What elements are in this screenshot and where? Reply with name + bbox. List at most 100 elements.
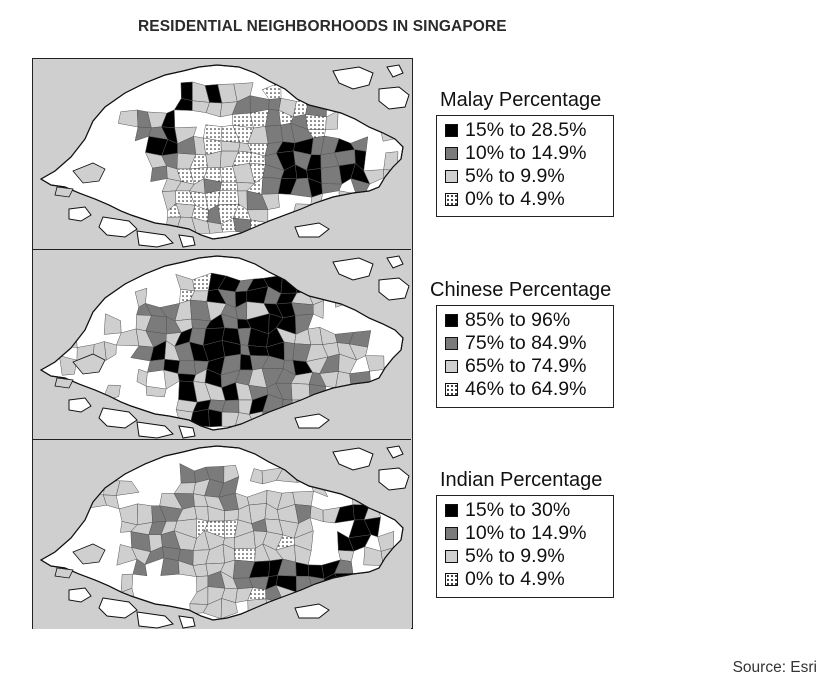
water-inlet	[54, 567, 74, 579]
legend-item: 10% to 14.9%	[445, 522, 605, 545]
neighborhood-tract	[320, 165, 343, 185]
chinese-legend-box: 85% to 96% 75% to 84.9% 65% to 74.9% 46%…	[436, 305, 614, 408]
neighborhood-tract	[383, 151, 399, 171]
legend-item: 46% to 64.9%	[445, 378, 605, 401]
dark-gray-swatch-icon	[445, 147, 458, 160]
malay-legend: Malay Percentage	[440, 89, 601, 112]
neighborhood-tract	[233, 547, 256, 562]
neighborhood-tract	[320, 584, 343, 603]
neighborhood-tract	[224, 509, 239, 522]
water-inlet	[54, 377, 74, 389]
islet	[68, 206, 92, 222]
neighborhood-tract	[115, 480, 140, 496]
neighborhood-tract	[305, 114, 327, 130]
islet	[68, 587, 92, 603]
neighborhood-tract	[219, 181, 239, 192]
page-title: RESIDENTIAL NEIGHBORHOODS IN SINGAPORE	[138, 18, 507, 35]
islet	[178, 615, 196, 629]
islet	[68, 397, 92, 413]
neighborhood-tract	[312, 300, 324, 319]
neighborhood-tract	[136, 503, 153, 526]
islet	[378, 467, 410, 491]
neighborhood-tract	[362, 301, 382, 319]
islet	[136, 230, 174, 248]
islet	[294, 603, 330, 619]
black-swatch-icon	[445, 124, 458, 137]
legend-item: 15% to 28.5%	[445, 119, 605, 142]
neighborhood-tract	[261, 177, 282, 195]
neighborhood-tract	[247, 345, 270, 357]
neighborhood-tract	[334, 291, 357, 308]
dotted-swatch-icon	[445, 573, 458, 586]
legend-item: 85% to 96%	[445, 309, 605, 332]
indian-map	[33, 439, 411, 629]
water-inlet	[72, 353, 106, 375]
neighborhood-tract	[180, 81, 193, 102]
neighborhood-tract	[308, 383, 327, 401]
neighborhood-tract	[325, 110, 339, 130]
neighborhood-tract	[265, 124, 284, 144]
black-swatch-icon	[445, 504, 458, 517]
islet	[178, 234, 196, 248]
neighborhood-tract	[280, 412, 297, 428]
neighborhood-tract	[220, 140, 241, 152]
malay-map	[33, 59, 411, 248]
water-inlet	[54, 186, 74, 198]
light-gray-swatch-icon	[445, 550, 458, 563]
neighborhood-tract	[280, 274, 298, 294]
neighborhood-tract	[220, 598, 238, 620]
neighborhood-tract	[261, 193, 280, 210]
chinese-legend-title: Chinese Percentage	[430, 279, 612, 301]
neighborhood-tract	[160, 557, 180, 576]
neighborhood-tract	[319, 209, 340, 225]
legend-item: 10% to 14.9%	[445, 142, 605, 165]
islet	[386, 255, 404, 269]
neighborhood-tract	[59, 355, 78, 376]
islet	[386, 445, 404, 459]
chinese-map	[33, 249, 411, 439]
water-inlet	[72, 543, 106, 565]
legend-item: 0% to 4.9%	[445, 188, 605, 211]
dark-gray-swatch-icon	[445, 527, 458, 540]
neighborhood-tract	[147, 359, 165, 373]
indian-legend: Indian Percentage	[440, 469, 602, 492]
islet	[136, 421, 174, 439]
neighborhood-tract	[349, 573, 368, 593]
chinese-legend: Chinese Percentage	[430, 279, 611, 302]
neighborhood-tract	[305, 98, 327, 118]
islet	[98, 216, 138, 238]
legend-item: 5% to 9.9%	[445, 165, 605, 188]
dotted-swatch-icon	[445, 193, 458, 206]
indian-map-svg	[39, 445, 410, 629]
neighborhood-tract	[132, 558, 148, 577]
islet	[332, 66, 374, 90]
legend-item: 5% to 9.9%	[445, 545, 605, 568]
source-credit: Source: Esri	[732, 659, 817, 676]
black-swatch-icon	[445, 314, 458, 327]
island-outline	[39, 64, 404, 240]
neighborhood-tract	[232, 217, 251, 234]
neighborhood-tract	[292, 490, 314, 507]
neighborhood-tract	[177, 360, 196, 376]
light-gray-swatch-icon	[445, 360, 458, 373]
legend-item: 0% to 4.9%	[445, 568, 605, 591]
neighborhood-tract	[145, 385, 167, 398]
dark-gray-swatch-icon	[445, 337, 458, 350]
neighborhood-tract	[208, 408, 223, 428]
neighborhood-tract	[247, 598, 270, 620]
islet	[386, 64, 404, 78]
neighborhood-tract	[103, 341, 117, 361]
islet	[98, 597, 138, 619]
neighborhood-tract	[177, 373, 197, 382]
legend-item: 75% to 84.9%	[445, 332, 605, 355]
neighborhood-tract	[63, 327, 78, 348]
neighborhood-tract	[283, 341, 295, 361]
neighborhood-tract	[265, 598, 285, 615]
islet	[294, 413, 330, 429]
islet	[332, 447, 374, 471]
malay-map-svg	[39, 64, 410, 248]
islet	[178, 425, 196, 439]
neighborhood-tract	[291, 302, 314, 316]
islet	[378, 277, 410, 301]
islet	[294, 222, 330, 238]
